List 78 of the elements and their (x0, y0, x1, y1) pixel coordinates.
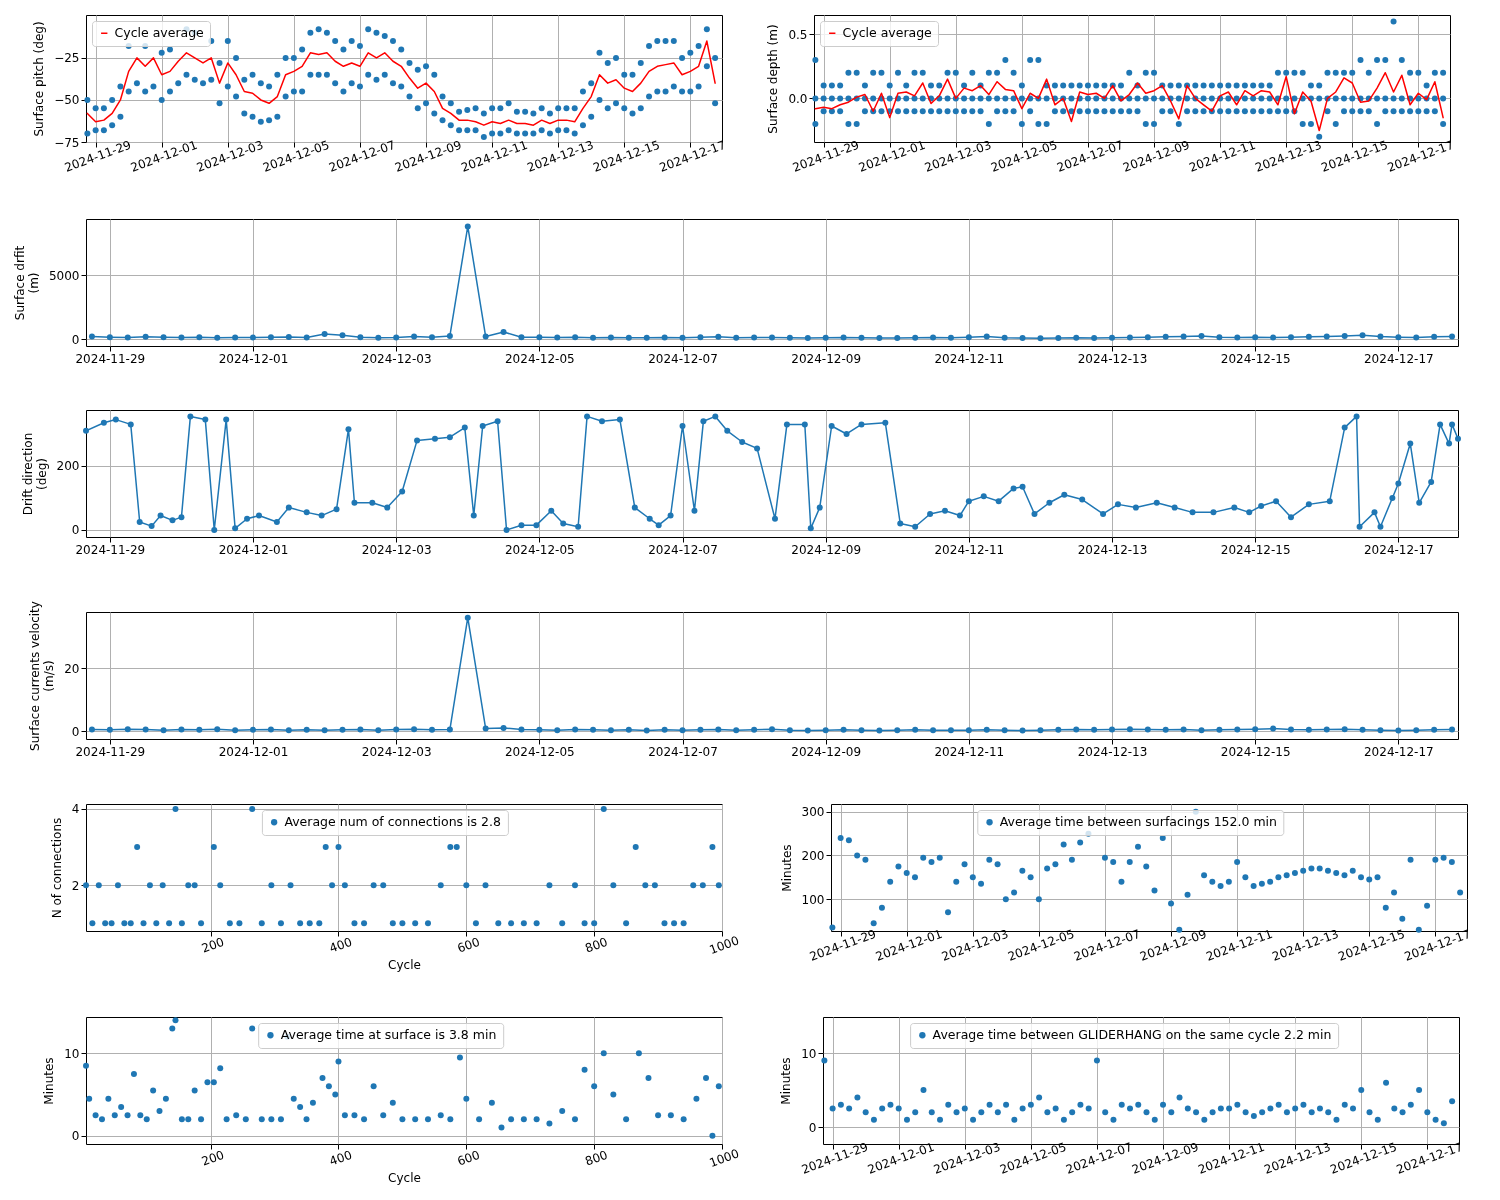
x-tick-label: 2024-12-09 (791, 351, 862, 366)
x-tick-label: 1000 (707, 1146, 741, 1170)
x-tick-label: 2024-12-07 (648, 351, 718, 366)
legend-label: Cycle average (114, 25, 205, 41)
x-tick-label: 2024-12-03 (361, 351, 432, 366)
y-tick-label: −25 (54, 51, 80, 66)
y-axis-title: Minutes (779, 1057, 794, 1105)
y-tick-label: 0.5 (788, 27, 808, 42)
y-tick-label: 0.0 (788, 91, 808, 106)
y-tick-label: 20 (64, 661, 80, 676)
x-axis-title: Cycle (388, 1171, 421, 1186)
x-tick-label: 2024-11-29 (75, 351, 146, 366)
y-axis-title: Surface currents velocity (m/s) (28, 601, 57, 751)
x-tick-label: 2024-12-05 (504, 744, 575, 759)
y-tick-label: 0 (71, 1129, 80, 1144)
x-tick-label: 2024-12-17 (1363, 351, 1434, 366)
y-tick-label: 300 (801, 805, 825, 820)
y-tick-label: 10 (64, 1046, 80, 1061)
line-series (814, 71, 1444, 132)
x-tick-label: 2024-12-01 (218, 744, 289, 759)
y-axis-title: Minutes (779, 844, 794, 892)
x-tick-label: 2024-12-15 (1220, 351, 1291, 366)
x-tick-label: 2024-12-11 (934, 542, 1005, 557)
x-tick-label: 2024-12-09 (791, 542, 862, 557)
y-axis-title: N of connections (49, 817, 64, 919)
x-tick-label: 2024-12-13 (1077, 542, 1148, 557)
legend-label: Average num of connections is 2.8 (284, 814, 501, 830)
x-axis-title: Cycle (388, 958, 421, 973)
x-tick-label: 2024-12-13 (1077, 744, 1148, 759)
x-tick-label: 800 (583, 1147, 610, 1169)
x-tick-label: 1000 (707, 933, 741, 957)
x-tick-label: 2024-12-01 (218, 542, 289, 557)
line-series (86, 40, 716, 126)
x-tick-label: 2024-11-29 (75, 542, 146, 557)
y-tick-label: 200 (801, 849, 825, 863)
x-tick-label: 2024-12-11 (934, 351, 1005, 366)
x-tick-label: 2024-12-03 (361, 744, 432, 759)
x-tick-label: 2024-12-05 (504, 542, 575, 557)
x-tick-label: 400 (327, 1147, 354, 1169)
x-tick-label: 400 (327, 934, 354, 956)
y-axis-title: Minutes (42, 1057, 57, 1105)
x-tick-label: 2024-12-05 (504, 351, 575, 366)
y-tick-label: 100 (801, 892, 825, 907)
y-tick-label: 5000 (48, 268, 80, 283)
y-tick-label: 0 (808, 1120, 817, 1135)
x-tick-label: 2024-12-17 (1363, 744, 1434, 759)
y-tick-label: 2 (71, 878, 80, 893)
y-tick-label: 0 (71, 332, 80, 347)
x-tick-label: 2024-12-15 (1220, 542, 1291, 557)
legend-label: Average time between GLIDERHANG on the same cycle 2.2 min (932, 1027, 1332, 1043)
y-axis-title: Surface pitch (deg) (32, 21, 47, 137)
x-tick-label: 2024-12-01 (218, 351, 289, 366)
x-tick-label: 600 (455, 934, 482, 956)
x-tick-label: 200 (199, 934, 227, 956)
x-tick-label: 2024-12-07 (648, 744, 718, 759)
x-tick-label: 800 (583, 934, 610, 956)
x-tick-label: 2024-11-29 (75, 744, 146, 759)
x-tick-label: 200 (199, 1147, 227, 1169)
y-tick-label: −50 (54, 93, 80, 108)
x-tick-label: 2024-12-17 (1363, 542, 1434, 557)
y-axis-title: Surface drfit (m) (12, 245, 41, 321)
y-axis-title: Surface depth (m) (766, 24, 781, 134)
y-tick-label: 0 (71, 523, 80, 538)
x-tick-label: 2024-12-13 (1077, 351, 1148, 366)
legend-label: Average time between surfacings 152.0 min (999, 814, 1277, 830)
legend-label: Average time at surface is 3.8 min (280, 1027, 497, 1043)
x-tick-label: 600 (455, 1147, 482, 1169)
x-tick-label: 2024-12-11 (934, 744, 1005, 759)
y-tick-label: 0 (71, 724, 80, 739)
x-tick-label: 2024-12-15 (1220, 744, 1291, 759)
y-tick-label: 10 (801, 1046, 817, 1061)
x-tick-label: 2024-12-07 (648, 542, 718, 557)
y-axis-title: Drift direction (deg) (20, 432, 49, 516)
x-tick-label: 2024-12-03 (361, 542, 432, 557)
legend-label: Cycle average (842, 25, 933, 41)
x-tick-label: 2024-12-09 (791, 744, 862, 759)
y-tick-label: 4 (71, 802, 80, 817)
y-tick-label: 200 (56, 459, 80, 474)
